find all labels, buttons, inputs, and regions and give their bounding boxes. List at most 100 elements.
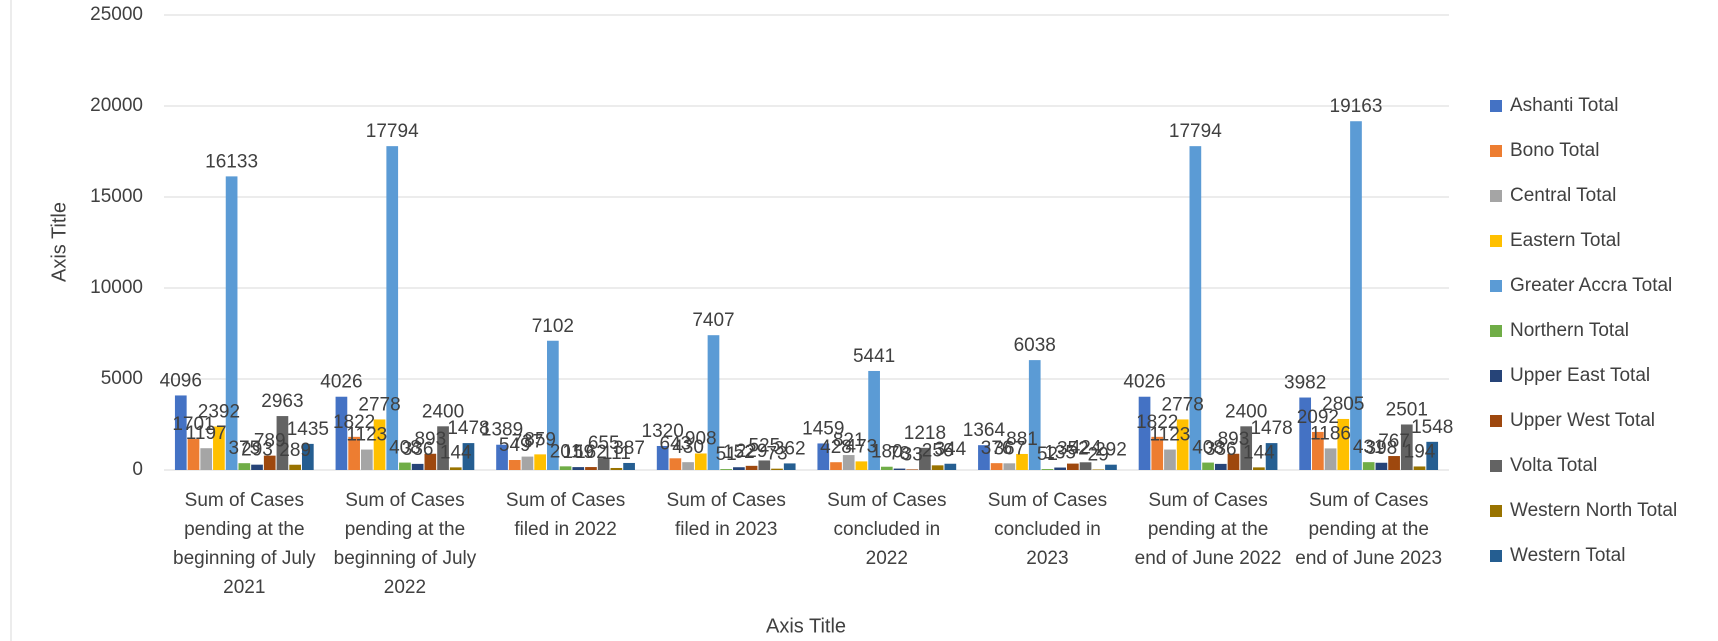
bar xyxy=(868,370,880,470)
bar xyxy=(694,453,707,470)
bar xyxy=(386,146,399,470)
x-tick-label: Sum of Cases concluded in 2022 xyxy=(827,490,947,569)
bar xyxy=(707,335,720,470)
bar xyxy=(1105,464,1117,470)
data-label: 1389 xyxy=(481,420,523,441)
bar xyxy=(1388,456,1400,470)
bar xyxy=(745,465,758,470)
data-label: 1123 xyxy=(1150,425,1191,446)
bar xyxy=(919,447,931,470)
bar xyxy=(572,467,585,470)
data-label: 1822 xyxy=(1136,412,1178,433)
bar xyxy=(276,416,289,470)
x-tick-label: Sum of Cases concluded in 2023 xyxy=(987,490,1108,569)
x-tick-label: Sum of Cases filed in 2022 xyxy=(505,490,626,540)
bar xyxy=(449,467,462,470)
data-label: 292 xyxy=(1095,440,1127,461)
data-label: 144 xyxy=(440,442,472,463)
x-tick-label: Sum of Cases pending at the beginning of… xyxy=(173,490,316,598)
x-tick-label: Sum of Cases pending at the beginning of… xyxy=(333,490,477,598)
data-label: 2778 xyxy=(1162,394,1204,415)
data-label: 52 xyxy=(1037,444,1058,465)
data-label: 428 xyxy=(820,437,852,458)
data-label: 1701 xyxy=(172,414,214,435)
data-label: 881 xyxy=(1006,429,1038,450)
bar xyxy=(758,460,771,470)
legend-label: Upper East Total xyxy=(1510,365,1650,386)
data-label: 859 xyxy=(524,429,556,450)
legend-label: Bono Total xyxy=(1510,140,1599,161)
bar xyxy=(1362,462,1375,470)
bar xyxy=(656,445,669,470)
bar xyxy=(1227,453,1240,470)
data-label: 5441 xyxy=(853,346,895,367)
bar xyxy=(783,463,796,470)
data-label: 367 xyxy=(993,438,1025,459)
bar xyxy=(1350,121,1362,470)
data-label: 2392 xyxy=(198,401,240,422)
data-label: 344 xyxy=(934,439,966,460)
legend-swatch xyxy=(1490,235,1502,247)
legend-swatch xyxy=(1490,280,1502,292)
bar xyxy=(251,464,263,470)
bar xyxy=(411,463,424,470)
data-label: 17794 xyxy=(1169,121,1222,142)
data-label: 7102 xyxy=(532,316,574,337)
bar xyxy=(720,469,733,470)
y-tick-label: 10000 xyxy=(90,277,143,298)
data-label: 893 xyxy=(414,429,446,450)
data-label: 430 xyxy=(672,437,704,458)
data-label: 1459 xyxy=(802,418,844,439)
data-label: 1548 xyxy=(1411,417,1453,438)
bar xyxy=(1400,424,1413,470)
data-label: 737 xyxy=(512,432,544,453)
bar xyxy=(301,443,314,470)
data-label: 111 xyxy=(602,443,631,464)
x-axis-title: Axis Title xyxy=(766,615,846,637)
bar xyxy=(547,340,559,470)
data-label: 908 xyxy=(685,428,717,449)
bar xyxy=(559,466,572,470)
legend-swatch xyxy=(1490,415,1502,427)
bar xyxy=(225,176,238,470)
bar xyxy=(360,449,373,470)
data-label: 4026 xyxy=(320,372,362,393)
data-label: 2092 xyxy=(1297,407,1339,428)
data-label: 549 xyxy=(499,435,531,456)
bar xyxy=(771,468,783,470)
bar xyxy=(880,466,893,470)
data-label: 1478 xyxy=(1250,418,1292,439)
data-label: 431 xyxy=(1353,437,1385,458)
bar xyxy=(733,467,745,470)
legend-swatch xyxy=(1490,550,1502,562)
bar xyxy=(1299,397,1312,470)
legend-swatch xyxy=(1490,370,1502,382)
data-label: 73 xyxy=(766,444,787,465)
y-tick-label: 25000 xyxy=(90,4,143,25)
x-tick-label: Sum of Cases filed in 2023 xyxy=(666,490,786,540)
data-label: 51 xyxy=(716,444,737,465)
bar xyxy=(1151,436,1164,470)
bar xyxy=(1312,431,1324,470)
legend-label: Volta Total xyxy=(1510,455,1597,476)
data-label: 408 xyxy=(389,438,421,459)
data-label: 256 xyxy=(922,440,954,461)
data-label: 398 xyxy=(1366,438,1398,459)
bar xyxy=(1202,462,1214,470)
legend-label: Western North Total xyxy=(1510,500,1677,521)
bar xyxy=(1079,462,1092,470)
y-tick-label: 0 xyxy=(132,459,143,480)
legend-swatch xyxy=(1490,100,1502,112)
bar xyxy=(669,458,682,470)
bar xyxy=(1189,146,1202,470)
bar xyxy=(373,419,386,470)
bar xyxy=(906,469,919,470)
data-label: 229 xyxy=(736,441,768,462)
bar xyxy=(682,462,694,470)
bar xyxy=(1054,467,1066,470)
bar xyxy=(174,395,187,470)
x-tick-label: Sum of Cases pending at the end of June … xyxy=(1134,490,1282,569)
y-tick-label: 20000 xyxy=(90,95,143,116)
data-label: 2805 xyxy=(1322,394,1364,415)
